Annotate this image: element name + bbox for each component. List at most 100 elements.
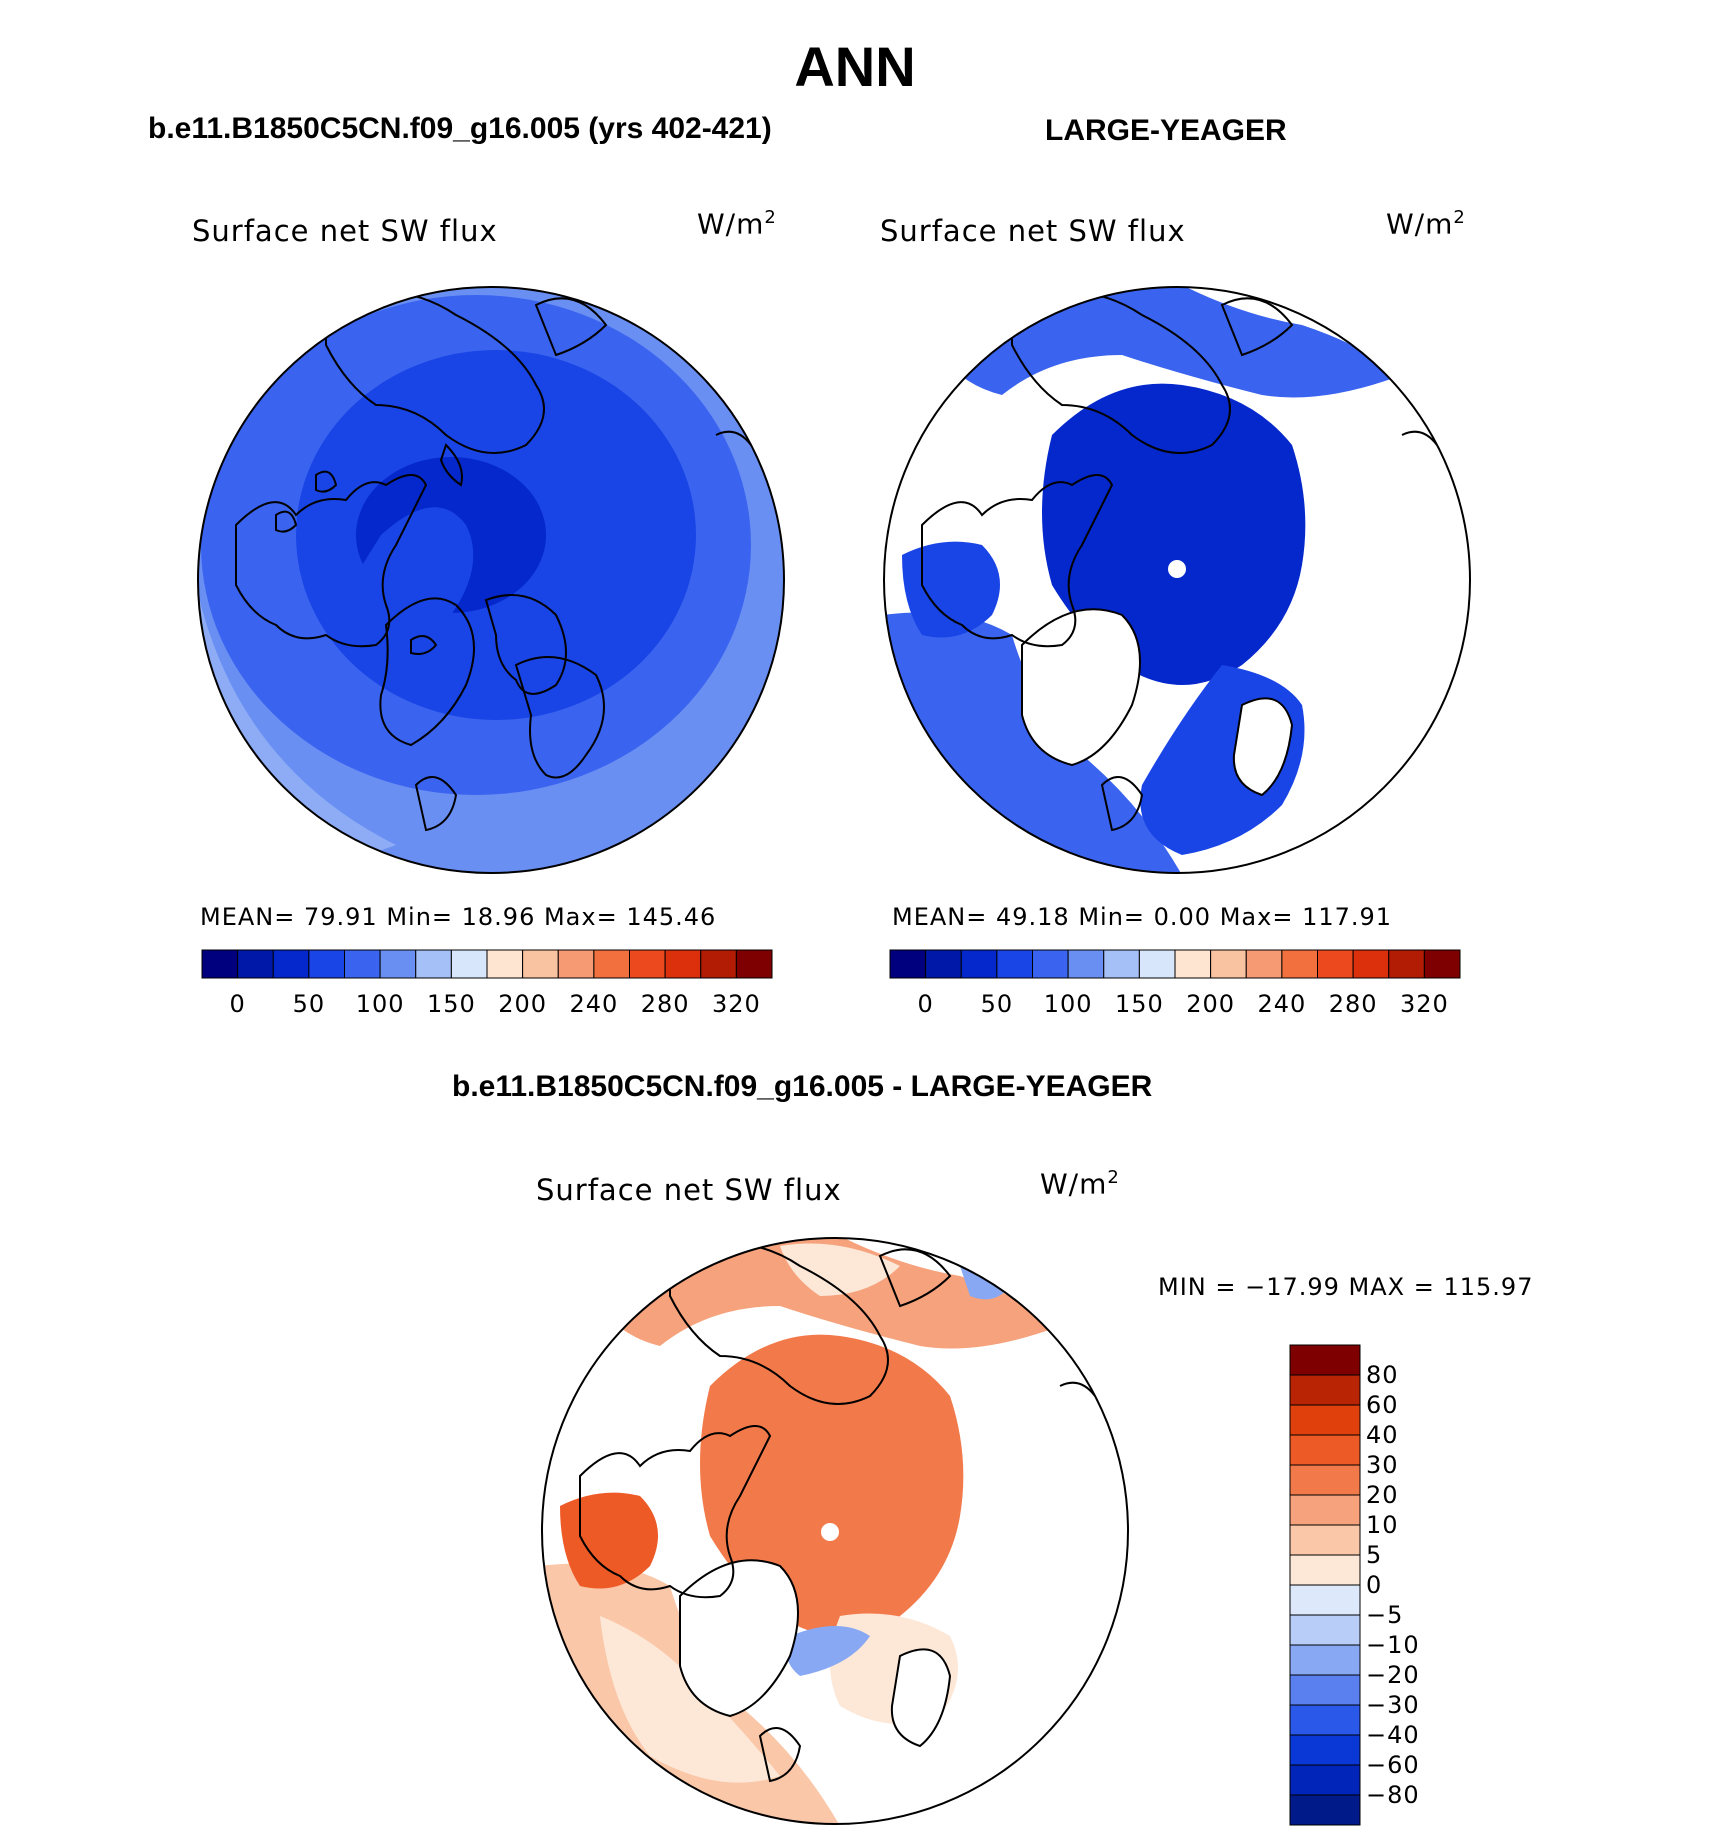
diff-barents-blue <box>786 1626 870 1676</box>
right-stats: MEAN= 49.18 Min= 0.00 Max= 117.91 <box>892 903 1393 931</box>
diff-polar-map <box>541 1237 1129 1825</box>
right-colorbar-tick: 0 <box>917 990 934 1018</box>
right-colorbar-box <box>1423 949 1461 979</box>
diff-colorbar-tick: 10 <box>1366 1511 1399 1539</box>
left-colorbar-box <box>593 949 630 979</box>
right-colorbar-tick: 50 <box>980 990 1014 1018</box>
diff-colorbar-tick: 80 <box>1366 1361 1399 1389</box>
left-polar-map <box>197 286 785 874</box>
left-colorbar-box <box>379 949 417 979</box>
left-colorbar-box <box>201 949 239 979</box>
right-colorbar-box <box>960 949 998 979</box>
right-colorbar <box>889 949 1461 979</box>
right-colorbar-box <box>889 949 927 979</box>
left-colorbar-box <box>344 949 381 979</box>
right-colorbar-tick: 100 <box>1043 990 1093 1018</box>
diff-colorbar-svg <box>1289 1344 1361 1826</box>
left-variable-label: Surface net SW flux <box>192 214 498 248</box>
diff-colorbar-box <box>1289 1554 1361 1586</box>
diff-pacific-light <box>780 1243 900 1296</box>
left-colorbar-box <box>415 949 452 979</box>
right-colorbar-box <box>1245 949 1283 979</box>
right-colorbar-box <box>1210 949 1247 979</box>
right-hudson <box>902 541 1000 638</box>
right-panel-title: LARGE-YEAGER <box>1045 114 1287 147</box>
diff-colorbar-box <box>1289 1344 1361 1376</box>
diff-coastlines <box>579 1242 1096 1783</box>
diff-colorbar-box <box>1289 1704 1361 1736</box>
diff-colorbar-box <box>1289 1734 1361 1766</box>
diff-colorbar-tick: −40 <box>1366 1721 1420 1749</box>
left-colorbar <box>201 949 773 979</box>
diff-colorbar-box <box>1289 1584 1361 1616</box>
left-colorbar-tick: 50 <box>292 990 326 1018</box>
diff-colorbar-tick: 60 <box>1366 1391 1399 1419</box>
left-colorbar-tick: 0 <box>229 990 246 1018</box>
diff-colorbar-tick: −30 <box>1366 1691 1420 1719</box>
diff-colorbar-box <box>1289 1374 1361 1406</box>
diff-colorbar-box <box>1289 1494 1361 1526</box>
left-colorbar-tick: 320 <box>711 990 761 1018</box>
diff-colorbar-tick: −5 <box>1366 1601 1404 1629</box>
diff-pole-land <box>891 1649 950 1746</box>
diff-hudson <box>560 1492 658 1589</box>
right-colorbar-tick: 200 <box>1186 990 1236 1018</box>
right-unit-label: W/m2 <box>1386 207 1466 241</box>
right-colorbar-box <box>1032 949 1069 979</box>
diff-colorbar-tick: 40 <box>1366 1421 1399 1449</box>
diff-colorbar-tick: 30 <box>1366 1451 1399 1479</box>
diff-colorbar-box <box>1289 1764 1361 1796</box>
right-greenland-land <box>1022 609 1140 765</box>
right-colorbar-tick: 280 <box>1328 990 1378 1018</box>
diff-colorbar-box <box>1289 1464 1361 1496</box>
left-colorbar-tick: 150 <box>426 990 476 1018</box>
diff-stats: MIN = −17.99 MAX = 115.97 <box>1158 1273 1534 1301</box>
right-colorbar-tick: 150 <box>1114 990 1164 1018</box>
diff-atlantic-inner <box>600 1616 780 1783</box>
left-colorbar-box <box>272 949 310 979</box>
left-panel-title: b.e11.B1850C5CN.f09_g16.005 (yrs 402-421… <box>148 112 772 145</box>
right-colorbar-box <box>1281 949 1318 979</box>
diff-colorbar-box <box>1289 1434 1361 1466</box>
diff-greenland-land <box>680 1560 798 1716</box>
right-map-border <box>883 286 1471 874</box>
diff-map-border <box>541 1237 1129 1825</box>
left-colorbar-tick: 100 <box>355 990 405 1018</box>
right-colorbar-box <box>1138 949 1176 979</box>
left-colorbar-svg <box>201 949 773 979</box>
right-arctic-ocean <box>1042 383 1306 685</box>
left-stats: MEAN= 79.91 Min= 18.96 Max= 145.46 <box>200 903 717 931</box>
diff-colorbar-ticks: 80 60 40 30 20 10 5 0 −5 −10 −20 −30 −40 −60 −80 <box>1366 1345 1486 1825</box>
right-variable-label: Surface net SW flux <box>880 214 1186 248</box>
diff-colorbar-tick: 20 <box>1366 1481 1399 1509</box>
right-colorbar-box <box>1067 949 1105 979</box>
right-colorbar-tick: 320 <box>1399 990 1449 1018</box>
diff-colorbar-tick: 0 <box>1366 1571 1383 1599</box>
diff-colorbar-box <box>1289 1794 1361 1826</box>
diff-arctic <box>700 1334 964 1636</box>
diff-unit-label: W/m2 <box>1040 1167 1120 1201</box>
figure-title: ANN <box>794 35 916 98</box>
left-colorbar-box <box>522 949 559 979</box>
left-colorbar-box <box>486 949 524 979</box>
left-greenland-field <box>353 507 474 647</box>
diff-colorbar-box <box>1289 1644 1361 1676</box>
diff-colorbar-tick: −80 <box>1366 1781 1420 1809</box>
diff-panel-title: b.e11.B1850C5CN.f09_g16.005 - LARGE-YEAG… <box>452 1070 1153 1103</box>
diff-colorbar-box <box>1289 1614 1361 1646</box>
diff-colorbar-tick: −20 <box>1366 1661 1420 1689</box>
left-colorbar-tick: 280 <box>640 990 690 1018</box>
diff-colorbar-box <box>1289 1524 1361 1556</box>
right-colorbar-svg <box>889 949 1461 979</box>
left-colorbar-box <box>237 949 274 979</box>
left-coastlines <box>235 291 752 832</box>
right-colorbar-box <box>1352 949 1390 979</box>
right-coastlines <box>921 291 1438 832</box>
left-colorbar-box <box>450 949 488 979</box>
left-colorbar-box <box>629 949 666 979</box>
right-colorbar-box <box>1174 949 1212 979</box>
left-unit-label: W/m2 <box>697 207 777 241</box>
left-colorbar-tick: 240 <box>569 990 619 1018</box>
left-colorbar-box <box>308 949 345 979</box>
left-colorbar-box <box>735 949 773 979</box>
